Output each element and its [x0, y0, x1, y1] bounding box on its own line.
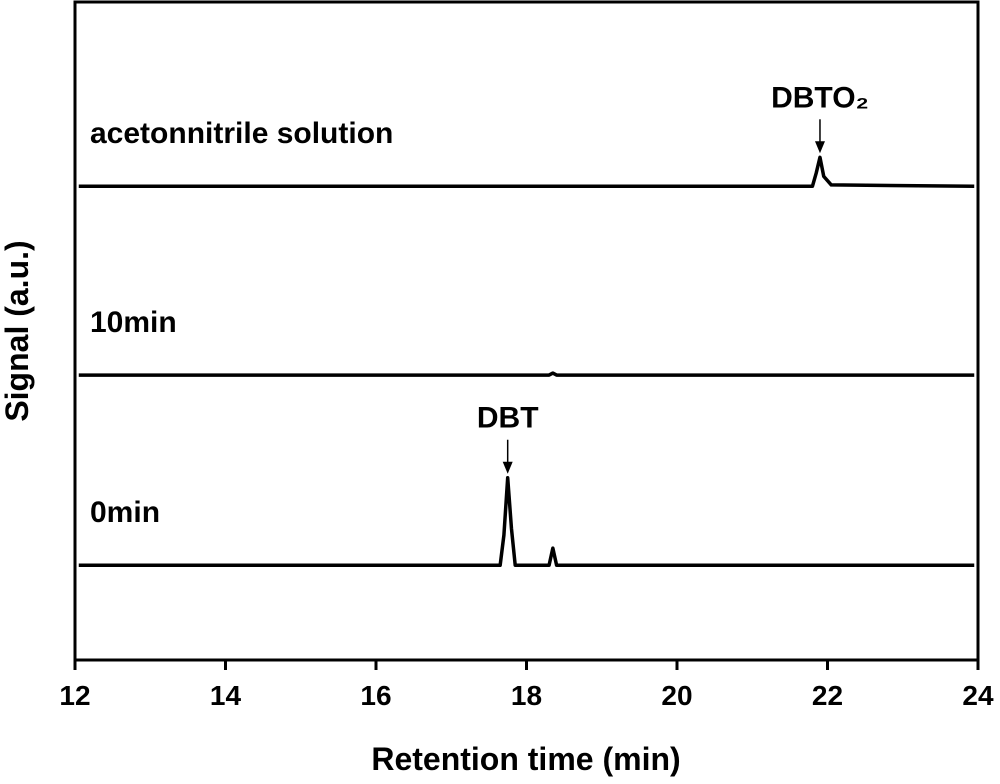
x-tick-label: 16: [360, 680, 391, 711]
x-tick-label: 20: [661, 680, 692, 711]
x-tick-label: 18: [511, 680, 542, 711]
annotation-arrowhead: [502, 461, 513, 474]
trace-label: 0min: [90, 496, 160, 529]
annotation: DBT: [477, 402, 539, 435]
x-tick-label: 14: [210, 680, 242, 711]
trace: [78, 155, 975, 188]
trace-label: acetonnitrile solution: [90, 117, 393, 150]
x-tick-label: 22: [812, 680, 843, 711]
x-tick-label: 12: [59, 680, 90, 711]
y-axis-label: Signal (a.u.): [0, 240, 35, 421]
trace: [78, 371, 975, 377]
x-axis-label: Retention time (min): [371, 741, 680, 777]
x-tick-label: 24: [962, 680, 994, 711]
annotation: DBTO₂: [771, 81, 869, 114]
trace: [78, 475, 975, 567]
trace-label: 10min: [90, 306, 177, 339]
annotation-arrowhead: [814, 141, 825, 154]
